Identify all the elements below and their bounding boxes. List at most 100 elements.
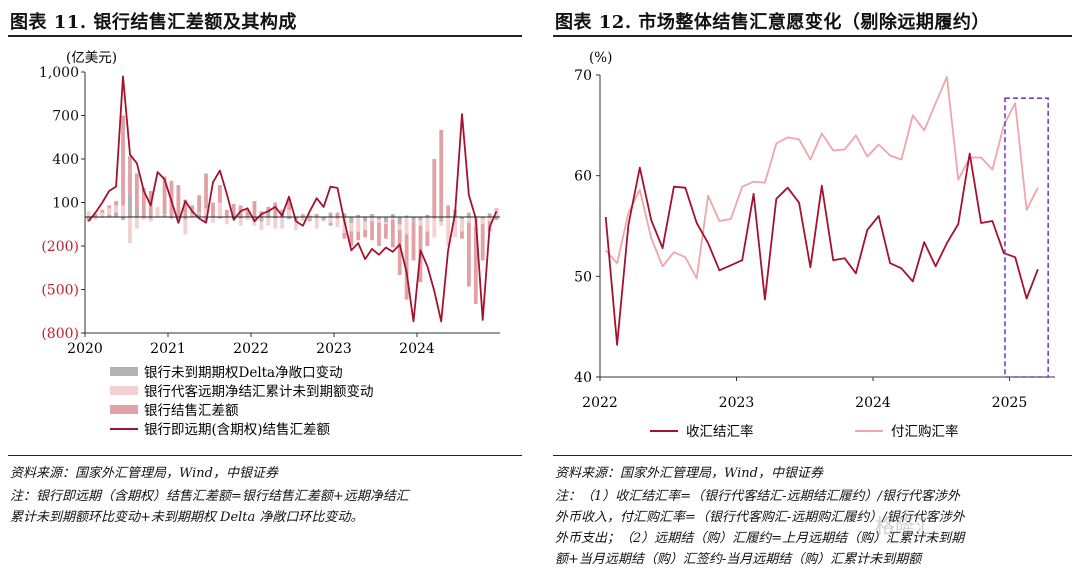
right-legend-rule [553, 455, 1072, 456]
bar-delta [259, 217, 264, 222]
bar-spot [439, 130, 444, 217]
bar-forward [107, 208, 112, 217]
bar-delta [190, 215, 195, 217]
y-tick-label: 60 [574, 169, 592, 185]
bar-spot [273, 202, 278, 217]
bar-delta [252, 217, 257, 220]
bar-delta [390, 214, 395, 217]
legend-label: 银行未到期期权Delta净敞口变动 [144, 364, 343, 381]
right-legend: 收汇结汇率 付汇购汇率 [650, 423, 959, 440]
bar-delta [93, 215, 98, 217]
x-tick-label: 2025 [992, 395, 1028, 411]
bar-delta [148, 217, 153, 219]
bar-spot [197, 195, 202, 217]
x-tick-label: 2023 [719, 395, 755, 411]
bar-delta [370, 214, 374, 217]
note-line: 外币支出；（2）远期结（购）汇履约=上月远期结（购）汇累计未到期 [555, 531, 965, 546]
left-unit-label: (亿美元) [66, 50, 117, 66]
bar-delta [176, 214, 181, 217]
bar-forward [335, 217, 340, 228]
x-tick-label: 2022 [582, 395, 618, 411]
right-title-rule [553, 35, 1072, 37]
bar-delta [363, 217, 368, 222]
bar-delta [169, 217, 174, 219]
bar-delta [266, 211, 271, 217]
x-tick-label: 2023 [316, 341, 352, 357]
bar-spot [121, 115, 125, 217]
bar-spot [128, 156, 132, 217]
bar-spot [473, 217, 478, 304]
bar-forward [356, 217, 361, 232]
y-tick-label: (200) [41, 239, 79, 255]
line-total-balance [87, 75, 498, 323]
bar-delta [480, 217, 485, 219]
legend-label: 收汇结汇率 [686, 423, 754, 440]
bar-spot [487, 217, 492, 232]
bar-delta [460, 217, 464, 220]
bar-spot [231, 203, 236, 217]
left-line-series [87, 75, 498, 323]
bar-forward [418, 217, 423, 226]
legend-swatch [110, 405, 138, 414]
bar-forward [480, 217, 485, 225]
bar-delta [314, 214, 319, 217]
bar-delta [134, 208, 139, 217]
bar-delta [349, 217, 354, 223]
bar-delta [397, 217, 402, 225]
bar-delta [197, 214, 202, 217]
left-panel: 图表 11. 银行结售汇差额及其构成 (亿美元) 1,000 700 400 100(… [0, 0, 530, 577]
bar-spot [300, 214, 305, 217]
bar-delta [238, 217, 243, 219]
bar-forward [266, 217, 271, 226]
bar-spot [252, 201, 257, 217]
legend-label: 银行代客远期净结汇累计未到期额变动 [144, 383, 374, 400]
bar-forward [128, 217, 132, 244]
bar-delta [377, 217, 381, 220]
x-tick-label: 2022 [233, 341, 269, 357]
bar-delta [307, 215, 312, 217]
left-chart: (亿美元) 1,000 700 400 100 (200) (500) (800) 2020… [39, 50, 500, 438]
bar-forward [245, 217, 250, 220]
bar-delta [121, 217, 125, 220]
bar-forward [183, 217, 188, 235]
right-source: 资料来源：国家外汇管理局，Wind，中银证券 [555, 466, 823, 481]
bar-spot [176, 185, 181, 217]
left-chart-title: 图表 11. 银行结售汇差额及其构成 [10, 12, 297, 33]
bar-forward [328, 217, 333, 223]
left-y-axis: 1,000 700 400 100 (200) (500) (800) [39, 65, 86, 342]
bar-delta [245, 215, 250, 217]
bar-forward [287, 209, 291, 217]
bar-forward [238, 217, 243, 226]
bar-spot [86, 217, 91, 222]
bar-spot [162, 176, 167, 217]
bar-forward [155, 206, 160, 217]
bar-forward [300, 217, 305, 222]
bar-delta [487, 213, 492, 217]
bar-forward [377, 217, 381, 223]
left-note: 注：银行即远期（含期权）结售汇差额=银行结售汇差额+远期净结汇 累计未到期额环比变… [10, 486, 409, 528]
bar-delta [287, 217, 291, 220]
bar-delta [321, 217, 326, 220]
bar-spot [383, 217, 388, 239]
bar-delta [273, 217, 278, 219]
x-tick-label: 2024 [855, 395, 891, 411]
bar-forward [114, 205, 119, 217]
bar-delta [432, 217, 437, 219]
bar-delta [217, 217, 222, 219]
bar-spot [204, 173, 208, 217]
bar-forward [224, 217, 229, 225]
bar-delta [128, 195, 132, 217]
y-tick-label: 700 [52, 109, 79, 125]
bar-forward [259, 217, 264, 231]
note-line: 累计未到期额环比变动+未到期期权 Delta 净敞口环比变动。 [10, 510, 364, 525]
bar-delta [342, 213, 347, 217]
bar-spot [370, 217, 374, 241]
legend-swatch [110, 386, 138, 395]
bar-forward [432, 217, 437, 238]
bar-forward [141, 217, 146, 220]
bar-spot [404, 217, 409, 300]
highlight-box-2025 [1004, 97, 1049, 378]
bar-spot [224, 209, 229, 217]
y-tick-label: (800) [41, 326, 79, 342]
bar-forward [217, 202, 222, 217]
